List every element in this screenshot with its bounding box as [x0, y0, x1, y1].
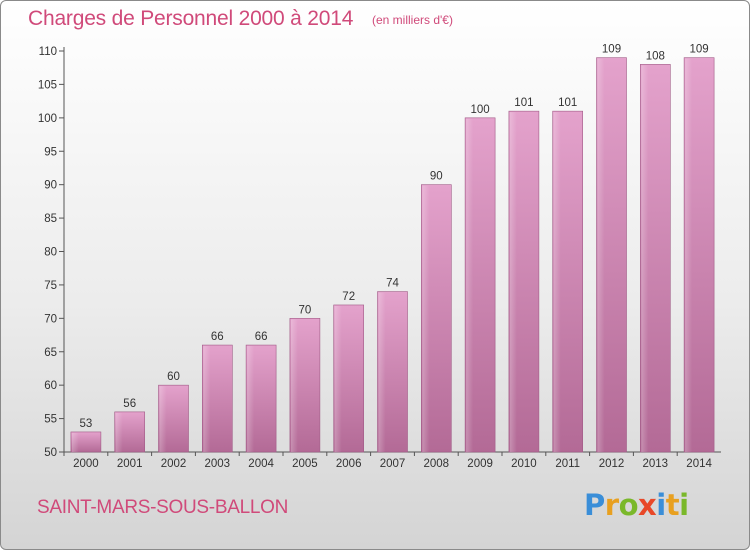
- bar-value-label: 66: [255, 331, 268, 343]
- y-tick-label: 55: [44, 414, 57, 426]
- bar-highlight: [159, 386, 167, 452]
- bar-value-label: 56: [123, 398, 136, 410]
- x-tick-label: 2011: [555, 458, 580, 470]
- y-tick-label: 80: [44, 247, 57, 259]
- x-tick-label: 2008: [424, 458, 450, 470]
- y-tick-label: 90: [44, 180, 57, 192]
- x-tick-label: 2013: [643, 458, 669, 470]
- bar-highlight: [71, 432, 79, 452]
- logo-letter: x: [638, 488, 657, 522]
- bar-highlight: [597, 58, 605, 452]
- bar-highlight: [466, 118, 474, 452]
- logo-letter: t: [665, 488, 680, 522]
- bar-chart: 50 55 60 65 70 75 80 85 90 95 100 105 110 2000 53 2001…: [38, 44, 721, 470]
- x-tick-label: 2012: [599, 458, 625, 470]
- x-tick-label: 2010: [511, 458, 537, 470]
- logo-letter: o: [618, 488, 639, 522]
- bar-highlight: [334, 305, 342, 452]
- y-tick-label: 50: [44, 447, 57, 459]
- bar-value-label: 109: [690, 44, 709, 56]
- bar-value-label: 70: [299, 304, 312, 316]
- bar-value-label: 109: [602, 44, 621, 56]
- bar-highlight: [203, 346, 211, 452]
- bar-layer: [70, 57, 715, 453]
- x-tick-label: 2002: [161, 458, 187, 470]
- y-tick-label: 65: [44, 347, 57, 359]
- logo-letter: r: [604, 488, 619, 522]
- x-tick-label: 2004: [248, 458, 274, 470]
- bar-highlight: [641, 65, 649, 452]
- bar-value-label: 101: [514, 97, 533, 109]
- y-tick-label: 75: [44, 280, 57, 292]
- x-tick-label: 2006: [336, 458, 362, 470]
- x-tick-label: 2001: [117, 458, 143, 470]
- bar-highlight: [247, 346, 255, 452]
- bar-highlight: [378, 292, 386, 452]
- logo-letter: i: [656, 488, 666, 522]
- y-tick-label: 70: [44, 313, 57, 325]
- chart-subtitle: (en milliers d'€): [372, 13, 453, 27]
- proxiti-logo: Proxiti: [584, 488, 689, 522]
- x-tick-label: 2014: [686, 458, 712, 470]
- y-tick-label: 85: [44, 213, 57, 225]
- chart-title: Charges de Personnel 2000 à 2014: [28, 7, 354, 30]
- logo-letter: i: [679, 488, 689, 522]
- x-tick-label: 2007: [380, 458, 406, 470]
- x-tick-label: 2009: [467, 458, 493, 470]
- commune-name: SAINT-MARS-SOUS-BALLON: [37, 497, 289, 518]
- y-tick-label: 95: [44, 146, 57, 158]
- y-tick-label: 100: [38, 113, 57, 125]
- label-layer: 2000 53 2001 56 2002 60 2003 66 2004 66 2005 70 2006…: [73, 44, 712, 470]
- y-tick-label: 60: [44, 380, 57, 392]
- bar-highlight: [685, 58, 693, 452]
- bar-value-label: 90: [430, 171, 443, 183]
- bar-highlight: [553, 112, 561, 453]
- bar-value-label: 74: [386, 278, 399, 290]
- bar-highlight: [290, 319, 298, 452]
- bar-value-label: 53: [80, 418, 93, 430]
- y-tick-label: 110: [39, 46, 57, 58]
- logo-letter: P: [584, 488, 605, 522]
- y-tick-label: 105: [38, 79, 57, 91]
- x-tick-label: 2003: [205, 458, 231, 470]
- bar-value-label: 72: [342, 291, 355, 303]
- x-tick-label: 2005: [292, 458, 318, 470]
- bar-highlight: [422, 185, 430, 452]
- bar-highlight: [509, 112, 517, 453]
- bar-value-label: 108: [646, 50, 665, 62]
- bar-value-label: 100: [471, 104, 490, 116]
- bar-highlight: [115, 412, 123, 452]
- bar-value-label: 60: [167, 371, 180, 383]
- bar-value-label: 101: [558, 97, 577, 109]
- x-tick-label: 2000: [73, 458, 99, 470]
- bar-value-label: 66: [211, 331, 224, 343]
